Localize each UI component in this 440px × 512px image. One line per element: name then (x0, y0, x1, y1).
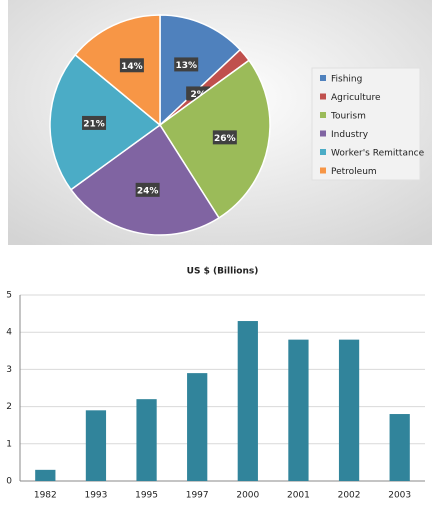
x-tick-label: 2003 (388, 491, 411, 501)
legend-swatch (320, 149, 326, 155)
x-tick-label: 1993 (84, 491, 107, 501)
x-tick-label: 1982 (34, 491, 57, 501)
data-label: 24% (137, 186, 159, 196)
legend-swatch (320, 75, 326, 81)
legend-swatch (320, 112, 326, 118)
bar (237, 321, 258, 481)
legend-swatch (320, 167, 326, 174)
chart-title: US $ (Billions) (187, 267, 259, 277)
legend-label: Industry (331, 130, 369, 140)
x-tick-label: 1995 (135, 491, 158, 501)
y-tick-label: 2 (6, 402, 12, 412)
legend-label: Agriculture (331, 93, 381, 103)
legend-swatch (320, 130, 326, 137)
legend-label: Petroleum (331, 167, 377, 177)
x-tick-label: 2001 (287, 491, 310, 501)
bar (338, 339, 360, 481)
x-tick-label: 1997 (186, 491, 209, 501)
data-label: 21% (83, 119, 105, 129)
label-box (135, 182, 160, 197)
label-box (212, 130, 237, 145)
legend-swatch (320, 93, 326, 100)
pie-slice (74, 14, 161, 127)
bar (288, 339, 309, 481)
pie-slice (69, 123, 220, 236)
x-tick-label: 2002 (338, 491, 361, 501)
label-box (119, 58, 144, 73)
data-label: 14% (121, 62, 143, 72)
data-label: 2% (190, 90, 205, 100)
bar (389, 414, 410, 481)
y-tick-label: 5 (6, 291, 12, 301)
data-label: 13% (175, 61, 197, 71)
y-tick-label: 1 (6, 439, 12, 449)
pie-slice (159, 14, 242, 127)
legend-label: Tourism (330, 112, 366, 122)
y-tick-label: 0 (6, 477, 12, 487)
data-label: 26% (214, 134, 236, 144)
x-tick-label: 2000 (236, 491, 259, 501)
y-tick-label: 3 (6, 365, 12, 375)
bar (187, 373, 208, 481)
y-tick-label: 4 (6, 328, 12, 338)
legend-label: Fishing (331, 75, 362, 85)
bar (35, 469, 56, 481)
bar (85, 410, 107, 481)
legend-label: Worker's Remittance (331, 149, 425, 159)
label-box (82, 115, 107, 130)
bar (136, 399, 157, 481)
legend-box (311, 67, 421, 181)
label-box (174, 57, 199, 72)
